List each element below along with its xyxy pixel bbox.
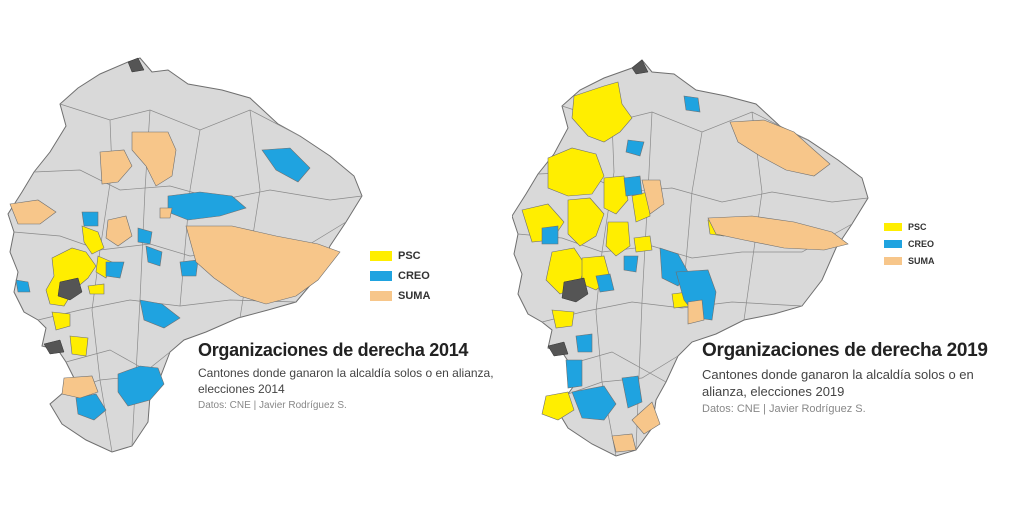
canton-psc	[87, 283, 105, 295]
map-title: Organizaciones de derecha 2014	[198, 340, 469, 360]
canton-suma	[631, 401, 661, 435]
salinas-area	[43, 339, 65, 355]
canton-creo	[683, 95, 701, 113]
canton-psc	[631, 191, 651, 223]
canton-creo	[621, 375, 643, 409]
legend-swatch-psc	[884, 222, 902, 231]
canton-creo	[571, 385, 617, 421]
canton-creo	[675, 269, 717, 321]
legend-label: CREO	[398, 270, 430, 282]
suma-cantons-2014	[9, 131, 341, 399]
canton-creo	[139, 299, 181, 329]
map-subtitle: Cantones donde ganaron la alcaldía solos…	[702, 367, 974, 399]
canton-creo	[105, 261, 125, 279]
map-panel-2014: PSC CREO SUMA Organizaciones de derecha …	[7, 57, 498, 453]
legend-item-psc: PSC	[884, 218, 935, 235]
canton-suma	[131, 131, 177, 187]
canton-creo	[565, 359, 583, 389]
canton-psc	[551, 309, 575, 329]
legend: PSC CREO SUMA	[884, 218, 935, 269]
legend-item-suma: SUMA	[884, 252, 935, 269]
canton-suma	[687, 299, 705, 325]
legend-label: SUMA	[398, 290, 431, 302]
canton-suma	[105, 215, 133, 247]
legend-swatch-suma	[370, 291, 392, 301]
map-title: Organizaciones de derecha 2019	[702, 340, 988, 361]
canton-creo	[541, 225, 559, 245]
legend-swatch-creo	[370, 271, 392, 281]
canton-creo	[575, 333, 593, 353]
legend: PSC CREO SUMA	[370, 246, 430, 306]
esmeraldas-tip	[127, 57, 145, 73]
map-caption: Organizaciones de derecha 2019 Cantones …	[702, 340, 1022, 415]
canton-creo	[623, 255, 639, 273]
canton-psc	[567, 197, 605, 247]
legend-item-psc: PSC	[370, 246, 430, 266]
canton-creo	[75, 393, 107, 421]
canton-suma	[707, 215, 849, 251]
legend-item-creo: CREO	[884, 235, 935, 252]
guayaquil-area	[561, 277, 589, 303]
canton-suma	[61, 375, 99, 399]
canton-psc	[633, 235, 653, 253]
psc-cantons-2019	[521, 81, 727, 421]
canton-psc	[603, 175, 629, 215]
canton-psc	[547, 147, 605, 197]
urban-areas	[547, 59, 649, 357]
canton-suma	[611, 433, 637, 453]
canton-suma	[729, 119, 831, 177]
urban-areas	[43, 57, 145, 355]
legend-item-creo: CREO	[370, 266, 430, 286]
canton-creo	[595, 273, 615, 293]
creo-cantons-2014	[15, 147, 311, 421]
canton-creo	[81, 211, 99, 227]
canton-suma	[9, 199, 57, 225]
map-caption: Organizaciones de derecha 2014 Cantones …	[198, 340, 498, 411]
legend-label: PSC	[908, 221, 927, 232]
canton-creo	[145, 245, 163, 267]
legend-item-suma: SUMA	[370, 286, 430, 306]
legend-swatch-suma	[884, 256, 902, 265]
legend-label: CREO	[908, 238, 935, 249]
canton-psc	[605, 221, 631, 257]
canton-psc	[81, 225, 105, 255]
legend-label: SUMA	[908, 255, 935, 266]
map-panel-2019: PSC CREO SUMA Organizaciones de derecha …	[512, 0, 1024, 512]
canton-creo	[179, 259, 199, 277]
map-source: Datos: CNE | Javier Rodríguez S.	[702, 403, 866, 415]
legend-swatch-creo	[884, 239, 902, 248]
salinas-area	[547, 341, 569, 357]
canton-creo	[15, 279, 31, 293]
canton-suma	[159, 207, 173, 219]
canton-psc	[571, 81, 633, 143]
map-source: Datos: CNE | Javier Rodríguez S.	[198, 400, 347, 411]
legend-swatch-psc	[370, 251, 392, 261]
ecuador-map-2019	[512, 59, 869, 457]
map-subtitle: Cantones donde ganaron la alcaldía solos…	[198, 366, 494, 396]
canton-psc	[69, 335, 89, 357]
canton-psc	[541, 391, 575, 421]
canton-creo	[117, 365, 165, 407]
canton-suma	[99, 149, 133, 185]
ecuador-map-2014	[7, 57, 363, 453]
esmeraldas-tip	[631, 59, 649, 75]
canton-creo	[167, 191, 247, 221]
suma-cantons-2019	[611, 119, 849, 453]
guayaquil-area	[57, 277, 83, 301]
canton-creo	[623, 175, 643, 197]
canton-suma	[641, 179, 665, 215]
canton-suma	[185, 225, 341, 305]
canton-psc	[51, 311, 71, 331]
creo-cantons-2019	[541, 95, 717, 421]
canton-creo	[137, 227, 153, 245]
legend-label: PSC	[398, 250, 421, 262]
canton-creo	[625, 139, 645, 157]
canton-creo	[261, 147, 311, 183]
